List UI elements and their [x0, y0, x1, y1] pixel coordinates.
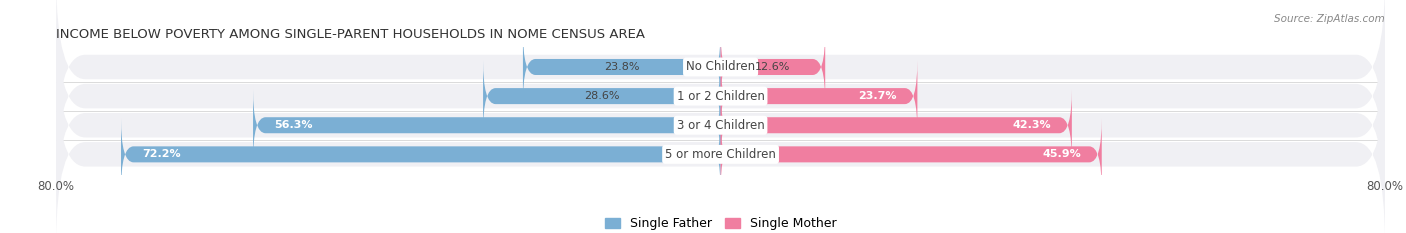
- FancyBboxPatch shape: [721, 60, 917, 132]
- Text: Source: ZipAtlas.com: Source: ZipAtlas.com: [1274, 14, 1385, 24]
- Text: 23.8%: 23.8%: [605, 62, 640, 72]
- Text: 5 or more Children: 5 or more Children: [665, 148, 776, 161]
- FancyBboxPatch shape: [484, 60, 721, 132]
- Text: 45.9%: 45.9%: [1042, 149, 1081, 159]
- FancyBboxPatch shape: [56, 35, 1385, 215]
- FancyBboxPatch shape: [121, 119, 721, 190]
- FancyBboxPatch shape: [56, 0, 1385, 157]
- Text: 28.6%: 28.6%: [583, 91, 620, 101]
- Text: INCOME BELOW POVERTY AMONG SINGLE-PARENT HOUSEHOLDS IN NOME CENSUS AREA: INCOME BELOW POVERTY AMONG SINGLE-PARENT…: [56, 28, 645, 41]
- Text: 42.3%: 42.3%: [1012, 120, 1052, 130]
- FancyBboxPatch shape: [721, 89, 1071, 161]
- Text: 56.3%: 56.3%: [274, 120, 312, 130]
- FancyBboxPatch shape: [253, 89, 721, 161]
- Text: 1 or 2 Children: 1 or 2 Children: [676, 90, 765, 103]
- Legend: Single Father, Single Mother: Single Father, Single Mother: [600, 212, 841, 233]
- FancyBboxPatch shape: [56, 6, 1385, 186]
- Text: 72.2%: 72.2%: [142, 149, 180, 159]
- FancyBboxPatch shape: [56, 65, 1385, 233]
- FancyBboxPatch shape: [523, 31, 721, 103]
- Text: No Children: No Children: [686, 61, 755, 73]
- Text: 3 or 4 Children: 3 or 4 Children: [676, 119, 765, 132]
- Text: 12.6%: 12.6%: [755, 62, 790, 72]
- Text: 23.7%: 23.7%: [858, 91, 897, 101]
- FancyBboxPatch shape: [721, 119, 1102, 190]
- FancyBboxPatch shape: [721, 31, 825, 103]
